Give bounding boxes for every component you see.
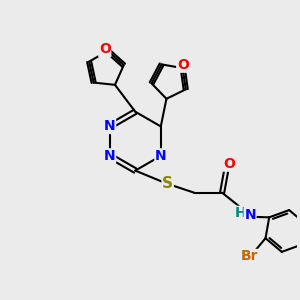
Text: N: N bbox=[104, 149, 116, 163]
Text: O: O bbox=[224, 157, 236, 171]
Text: N: N bbox=[155, 149, 166, 163]
Text: N: N bbox=[104, 119, 116, 134]
Text: O: O bbox=[99, 42, 111, 56]
Text: H: H bbox=[235, 206, 247, 220]
Text: N: N bbox=[244, 208, 256, 222]
Text: Br: Br bbox=[241, 250, 258, 263]
Text: O: O bbox=[177, 58, 189, 72]
Text: S: S bbox=[162, 176, 173, 191]
